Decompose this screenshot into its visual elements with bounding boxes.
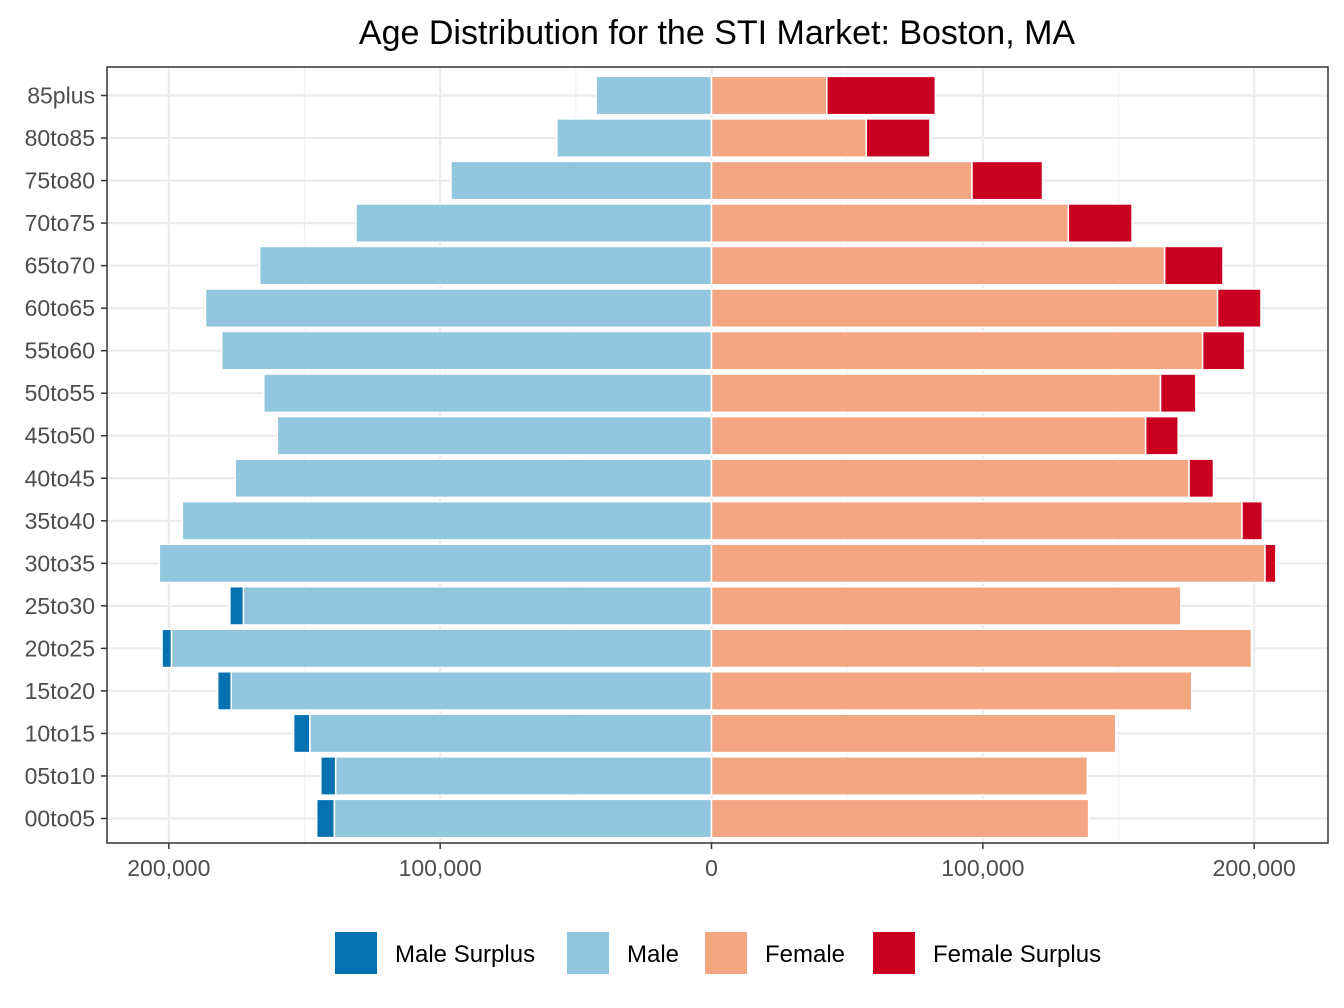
bar-female-50to55 [710, 373, 1162, 414]
y-tick-label-50to55: 50to55 [25, 380, 95, 406]
bar-male-55to60 [220, 330, 713, 371]
legend-label-male-surplus: Male Surplus [395, 941, 535, 968]
bar-male-00to05 [333, 798, 713, 839]
bars [158, 75, 1277, 839]
y-tick-label-25to30: 25to30 [25, 593, 95, 619]
bar-male-10to15 [309, 713, 713, 754]
bar-male-45to50 [276, 415, 713, 456]
legend-item-male-surplus: Male Surplus [335, 932, 535, 974]
y-tick-label-15to20: 15to20 [25, 678, 95, 704]
y-tick-label-75to80: 75to80 [25, 168, 95, 194]
bar-male-surplus-15to20 [216, 671, 232, 711]
y-tick-label-05to10: 05to10 [25, 763, 95, 789]
y-tick-label-35to40: 35to40 [25, 508, 95, 534]
bar-female-20to25 [710, 628, 1253, 669]
bar-female-80to85 [710, 118, 867, 158]
bar-male-65to70 [258, 245, 713, 286]
bar-female-surplus-55to60 [1201, 330, 1246, 371]
bar-female-surplus-50to55 [1159, 373, 1197, 414]
legend-key-male-surplus [335, 932, 377, 974]
bar-female-surplus-60to65 [1216, 288, 1262, 329]
bar-female-surplus-65to70 [1163, 245, 1224, 286]
x-tick-label: 200,000 [1213, 855, 1296, 881]
legend-item-female: Female [705, 932, 845, 974]
legend-item-female-surplus: Female Surplus [873, 932, 1101, 974]
legend-label-female: Female [765, 941, 845, 968]
x-tick-label: 0 [705, 855, 718, 881]
bar-male-85plus [595, 75, 713, 116]
bar-male-20to25 [170, 628, 713, 669]
y-tick-label-80to85: 80to85 [25, 125, 95, 151]
x-tick-label: 200,000 [127, 855, 210, 881]
bar-male-surplus-10to15 [292, 713, 311, 754]
y-tick-label-55to60: 55to60 [25, 338, 95, 364]
x-tick-label: 100,000 [399, 855, 482, 881]
bar-male-surplus-05to10 [320, 756, 337, 796]
plot-panel-border [106, 66, 1329, 844]
bar-female-30to35 [710, 543, 1266, 584]
legend: Male Surplus Male Female Female Surplus [335, 932, 1101, 974]
bar-male-surplus-00to05 [315, 798, 336, 839]
bar-female-35to40 [710, 500, 1243, 541]
y-tick-label-00to05: 00to05 [25, 806, 95, 832]
legend-key-female-surplus [873, 932, 915, 974]
y-tick-label-10to15: 10to15 [25, 720, 95, 746]
legend-label-female-surplus: Female Surplus [933, 941, 1101, 968]
bar-male-70to75 [355, 203, 713, 243]
bar-male-surplus-25to30 [229, 585, 245, 626]
bar-female-surplus-30to35 [1264, 543, 1277, 584]
legend-key-female [705, 932, 747, 974]
legend-label-male: Male [627, 941, 679, 968]
bar-male-80to85 [556, 118, 713, 158]
bar-male-75to80 [450, 160, 713, 201]
y-tick-label-20to25: 20to25 [25, 635, 95, 661]
bar-female-55to60 [710, 330, 1204, 371]
bar-male-05to10 [334, 756, 713, 796]
bar-female-surplus-85plus [826, 75, 937, 116]
bar-male-30to35 [158, 543, 713, 584]
y-tick-label-60to65: 60to65 [25, 295, 95, 321]
y-axis: 00to05 05to10 10to15 15to20 20to25 25to30 30to… [25, 83, 107, 832]
bar-female-surplus-80to85 [865, 118, 931, 158]
y-tick-label-70to75: 70to75 [25, 210, 95, 236]
bar-male-25to30 [242, 585, 713, 626]
bar-female-70to75 [710, 203, 1070, 243]
bar-female-10to15 [710, 713, 1117, 754]
y-tick-label-40to45: 40to45 [25, 465, 95, 491]
bar-female-45to50 [710, 415, 1147, 456]
bar-male-60to65 [204, 288, 713, 329]
bar-male-40to45 [234, 458, 713, 499]
bar-male-50to55 [263, 373, 713, 414]
bar-male-35to40 [181, 500, 713, 541]
y-tick-label-30to35: 30to35 [25, 550, 95, 576]
bar-female-25to30 [710, 585, 1182, 626]
y-tick-label-85plus: 85plus [27, 83, 95, 109]
bar-female-40to45 [710, 458, 1190, 499]
y-tick-label-45to50: 45to50 [25, 423, 95, 449]
bar-female-05to10 [710, 756, 1089, 796]
bar-female-60to65 [710, 288, 1219, 329]
x-axis: 200,000 100,000 0 100,000 200,000 [127, 843, 1296, 881]
y-tick-label-65to70: 65to70 [25, 253, 95, 279]
x-tick-label: 100,000 [941, 855, 1024, 881]
bar-female-surplus-45to50 [1144, 415, 1179, 456]
bar-female-75to80 [710, 160, 973, 201]
chart-title: Age Distribution for the STI Market: Bos… [359, 14, 1075, 52]
bar-female-00to05 [710, 798, 1090, 839]
bar-female-85plus [710, 75, 828, 116]
bar-female-surplus-75to80 [971, 160, 1044, 201]
bar-female-surplus-35to40 [1241, 500, 1264, 541]
bar-female-surplus-70to75 [1067, 203, 1133, 243]
bar-female-15to20 [710, 671, 1193, 711]
legend-key-male [567, 932, 609, 974]
bar-male-15to20 [230, 671, 713, 711]
bar-female-65to70 [710, 245, 1166, 286]
legend-item-male: Male [567, 932, 679, 974]
bar-female-surplus-40to45 [1188, 458, 1215, 499]
bar-male-surplus-20to25 [161, 628, 173, 669]
